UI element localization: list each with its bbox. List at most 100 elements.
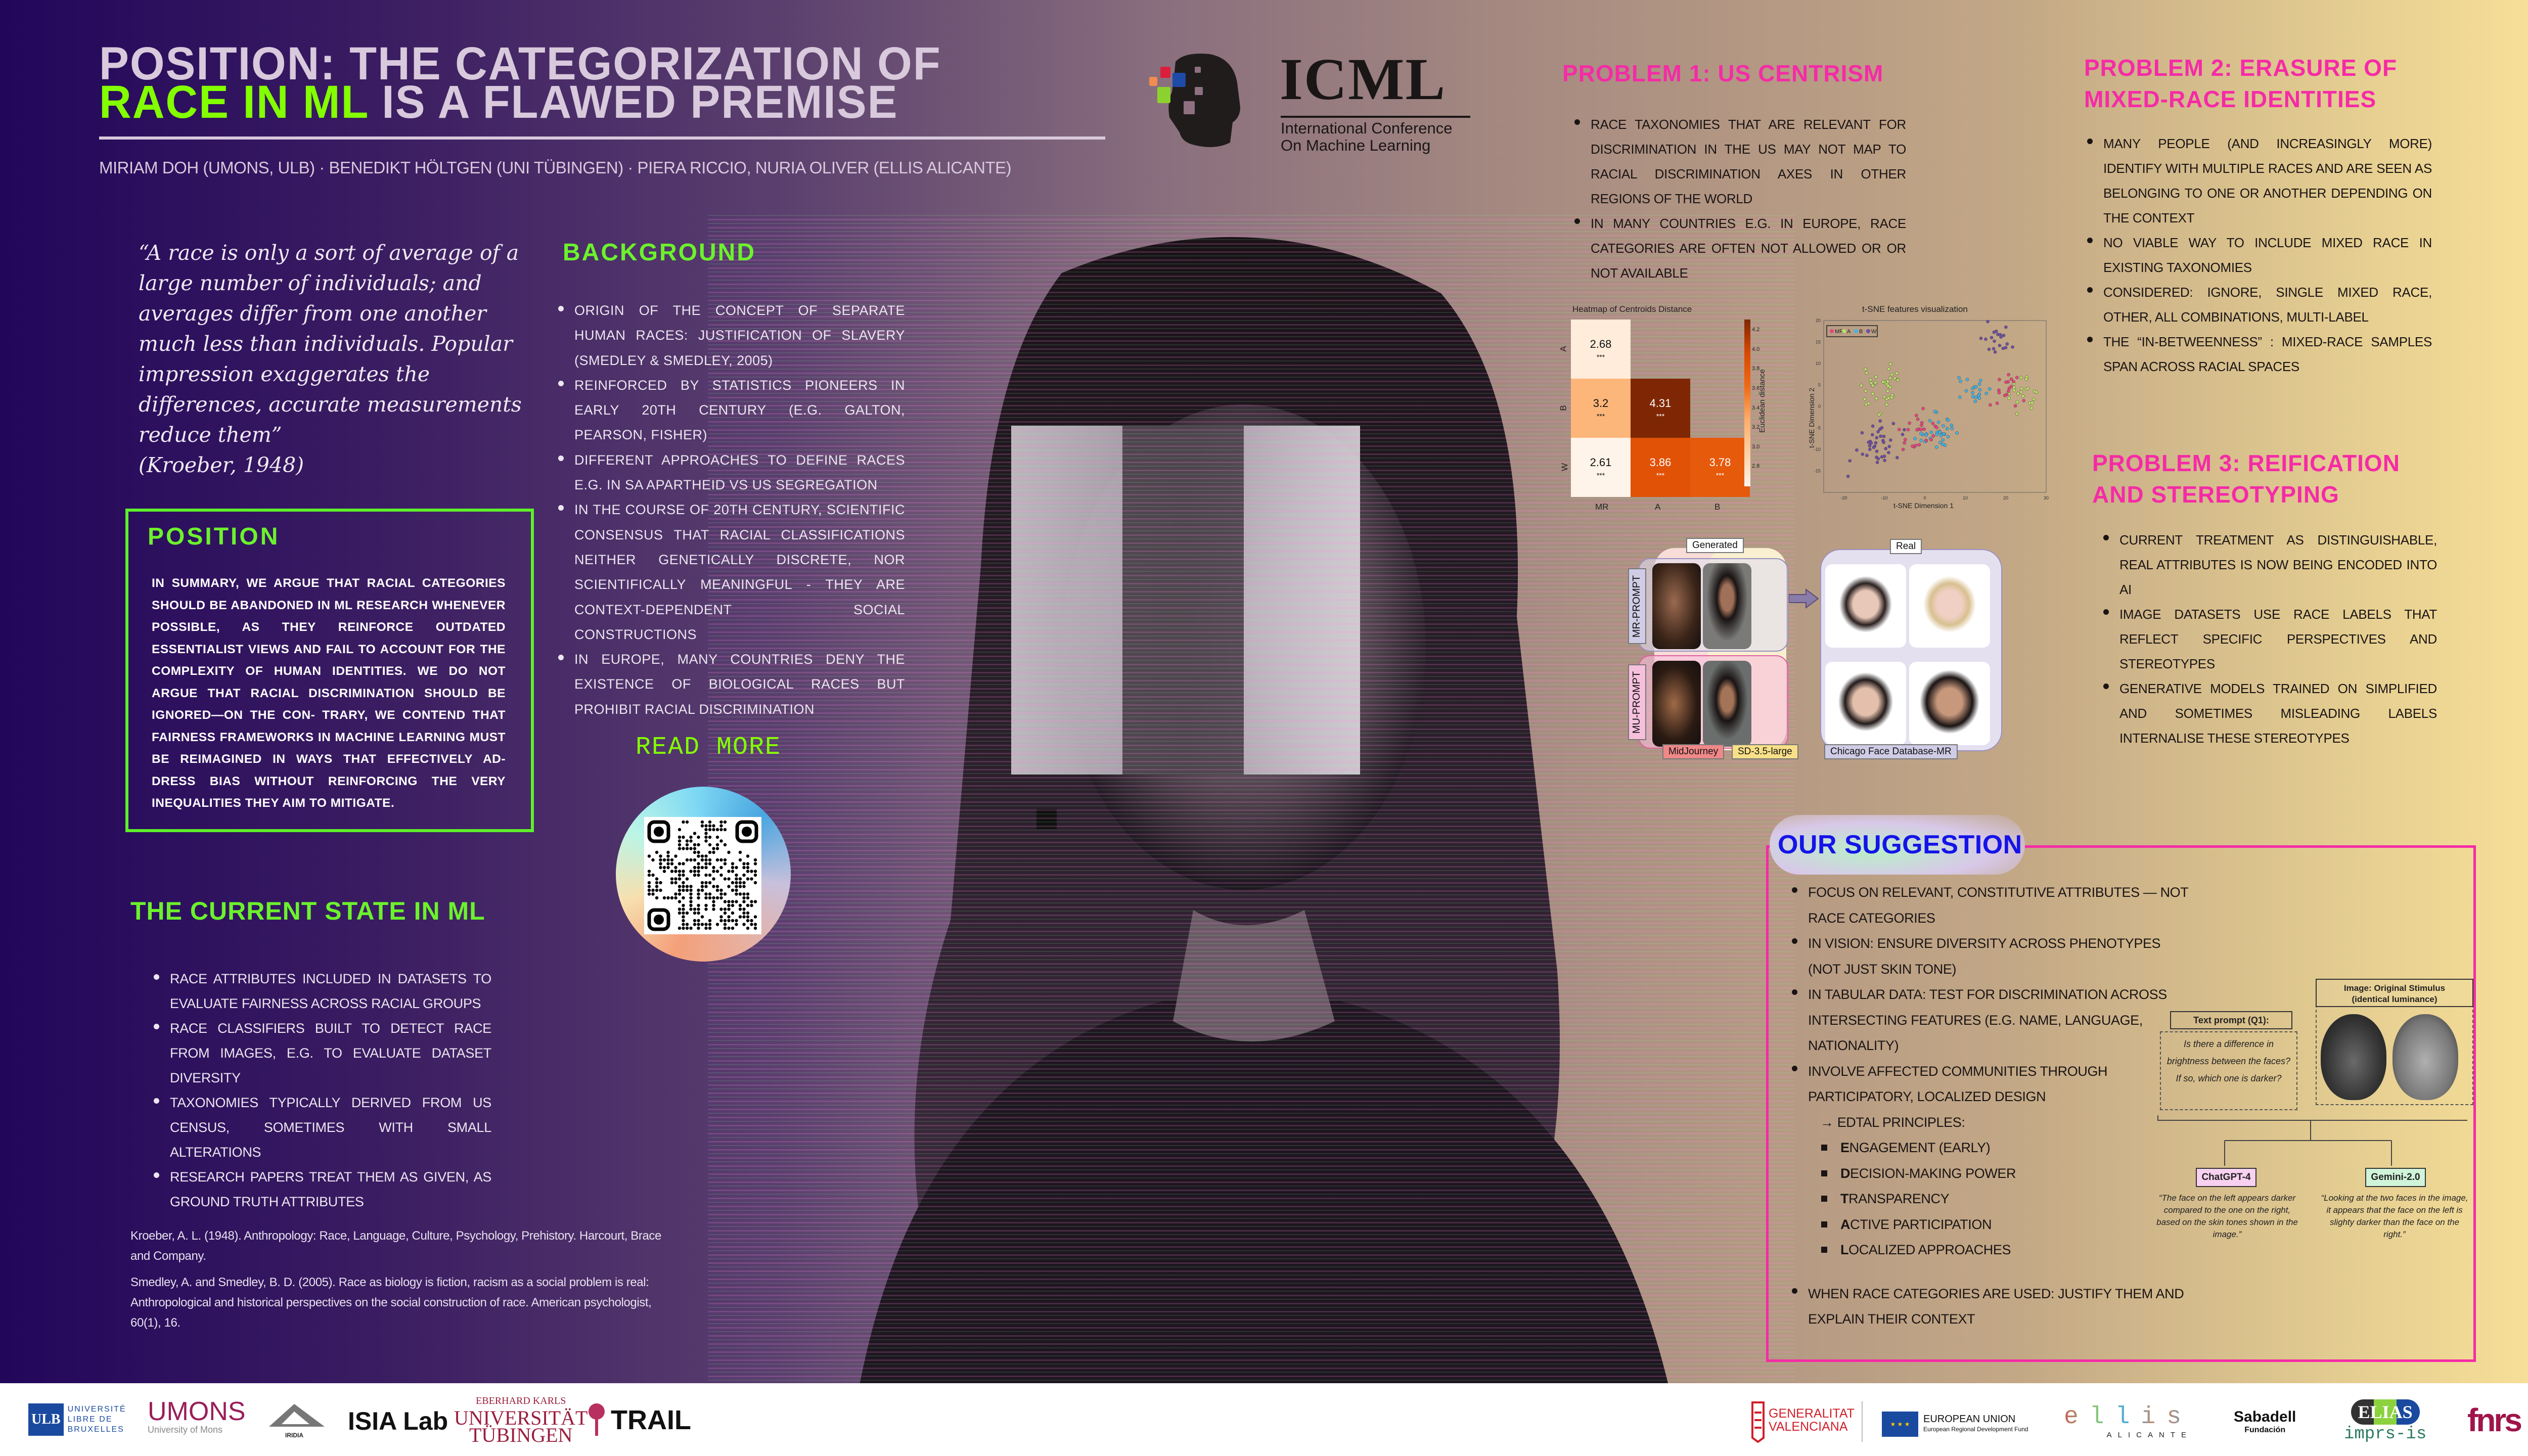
ulb-mark: ULB [28, 1403, 64, 1436]
scatter-point-B [1958, 395, 1962, 399]
scatter-point-A [1864, 368, 1868, 371]
scatter-point-A [2007, 396, 2011, 400]
qr-module [731, 926, 735, 930]
qr-module [715, 828, 719, 832]
ellis-logo: ellis ALICANTE [2064, 1403, 2192, 1439]
generated-face-image [1652, 563, 1701, 649]
qr-module [678, 843, 682, 847]
qr-module [723, 828, 727, 832]
scatter-point-B [1913, 437, 1917, 440]
qr-module [712, 885, 715, 888]
qr-module [708, 873, 712, 877]
scatter-point-A [2016, 392, 2020, 395]
scatter-point-W [1855, 448, 1859, 452]
scatter-point-W [1876, 457, 1880, 461]
scatter-point-B [1938, 441, 1942, 444]
qr-module [742, 892, 746, 896]
qr-module [750, 923, 753, 926]
heatmap-title: Heatmap of Centroids Distance [1572, 304, 1692, 314]
scatter-point-W [2001, 346, 2005, 350]
scatter-point-B [1974, 385, 1978, 389]
scatter-point-B [1984, 391, 1989, 395]
isia-mark: ISIA Lab [348, 1407, 448, 1435]
qr-module [719, 828, 723, 832]
qr-module [708, 892, 712, 896]
qr-module [659, 858, 662, 862]
sabadell-sub: Fundación [2244, 1426, 2286, 1434]
qr-module [750, 900, 753, 903]
qr-module [678, 873, 682, 877]
bullet-item: IMAGE DATASETS USE RACE LABELS THAT REFL… [2101, 602, 2437, 676]
legend-label: A [1847, 329, 1851, 335]
qr-module [655, 877, 659, 881]
qr-module [753, 915, 757, 919]
title-line-2-rest: IS A FLAWED PREMISE [368, 76, 898, 128]
qr-module [723, 919, 727, 923]
umons-text: University of Mons [148, 1425, 223, 1435]
eu-text: EUROPEAN UNION European Regional Developm… [1923, 1414, 2028, 1434]
scatter-point-MR [1903, 441, 1906, 445]
qr-module [666, 858, 670, 862]
scatter-point-B [1971, 395, 1975, 399]
qr-module [689, 900, 693, 903]
scatter-point-MR [1911, 444, 1914, 448]
trail-mark: TRAIL [611, 1405, 691, 1435]
qr-module [712, 903, 715, 907]
iridia-mark: IRIDIA [285, 1432, 303, 1439]
current-state-heading: THE CURRENT STATE IN ML [130, 897, 485, 925]
iridia-logo: IRIDIA [259, 1401, 330, 1439]
stimulus-face-right [2392, 1014, 2458, 1100]
scatter-point-MR [1917, 443, 1921, 446]
kroeber-quote: “A race is only a sort of average of a l… [139, 238, 538, 480]
qr-module [693, 866, 697, 870]
generated-face-image [1652, 661, 1701, 747]
y-tick-label: -15 [1814, 469, 1821, 474]
scatter-point-B [1964, 389, 1968, 393]
qr-module [693, 847, 697, 850]
scatter-point-W [1868, 447, 1872, 451]
qr-code-icon[interactable] [644, 817, 761, 934]
qr-module [742, 873, 746, 877]
reference-item: Kroeber, A. L. (1948). Anthropology: Rac… [130, 1229, 661, 1263]
qr-module [678, 839, 682, 843]
plot-frame [1823, 320, 2047, 493]
scatter-point-B [1942, 432, 1946, 436]
qr-module [670, 862, 674, 866]
eu-line1: EUROPEAN UNION [1923, 1414, 2016, 1425]
scatter-point-MR [1914, 443, 1918, 447]
scatter-point-MR [1922, 427, 1926, 431]
tsne-chart: t-SNE features visualization -20 -10 0 10 20… [1797, 301, 2060, 514]
cell-value: 3.2 [1593, 396, 1609, 410]
cell-value: 4.31 [1649, 396, 1672, 410]
suggestion-item: FOCUS ON RELEVANT, CONSTITUTIVE ATTRIBUT… [1790, 880, 2189, 931]
elias-mark: ELIAS [2351, 1399, 2420, 1425]
legend-marker [1854, 329, 1858, 333]
scatter-point-A [2030, 401, 2034, 405]
qr-module [712, 870, 715, 873]
scatter-point-B [1955, 431, 1959, 435]
qr-module [647, 873, 651, 877]
qr-module [670, 877, 674, 881]
qr-module [753, 858, 757, 862]
qr-module [719, 915, 723, 919]
qr-module [697, 843, 700, 847]
qr-module [742, 896, 746, 900]
scatter-point-MR [2009, 385, 2013, 388]
qr-module [723, 900, 727, 903]
x-tick-label: 10 [1963, 495, 1968, 500]
scatter-point-MR [1906, 428, 1910, 432]
scatter-point-MR [1929, 438, 1933, 442]
tubingen-line2: UNIVERSITÄT [454, 1406, 588, 1429]
edtal-principle: ENGAGEMENT (EARLY) [1790, 1135, 2189, 1161]
qr-module [647, 885, 651, 888]
qr-module [738, 892, 742, 896]
scatter-point-A [2020, 387, 2023, 390]
generated-label: Generated [1686, 538, 1744, 553]
qr-module [678, 900, 682, 903]
y-tick-label: -10 [1814, 447, 1821, 452]
qr-module [662, 866, 666, 870]
qr-module [659, 866, 662, 870]
qr-module [712, 907, 715, 911]
tubingen-line3: TÜBINGEN [469, 1424, 573, 1446]
qr-module [731, 919, 735, 923]
